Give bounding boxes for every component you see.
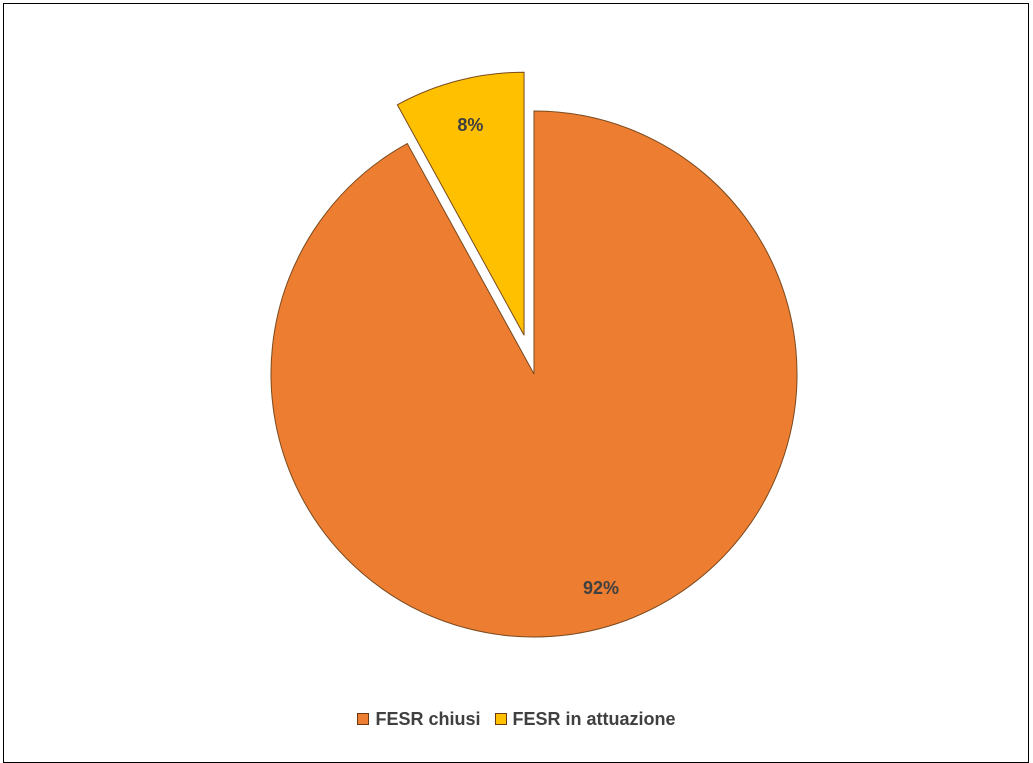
legend-swatch-fesr-in-attuazione: [494, 713, 507, 725]
pie-slice-fesr-in-attuazione: [396, 71, 525, 336]
pie-slice-fesr-chiusi: [270, 110, 798, 638]
chart-legend: FESR chiusi FESR in attuazione: [0, 706, 1033, 732]
legend-item-fesr-chiusi: FESR chiusi: [357, 708, 481, 730]
pie-data-labels: 92% 8%: [457, 115, 619, 598]
legend-label-fesr-in-attuazione: FESR in attuazione: [512, 708, 676, 729]
legend-label-fesr-chiusi: FESR chiusi: [375, 708, 481, 729]
legend-swatch-fesr-chiusi: [357, 713, 370, 725]
legend-item-fesr-in-attuazione: FESR in attuazione: [494, 708, 676, 730]
data-label-fesr-in-attuazione: 8%: [457, 115, 483, 135]
data-label-fesr-chiusi: 92%: [583, 578, 619, 598]
pie-chart: 92% 8%: [270, 71, 798, 638]
pie-slices: [270, 71, 798, 638]
